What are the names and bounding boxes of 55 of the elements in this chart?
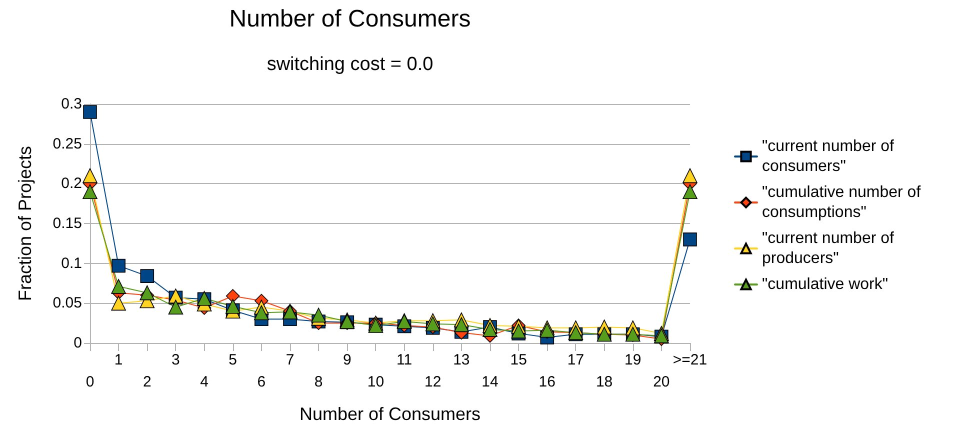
text: Number of Consumers <box>299 404 481 424</box>
legend-label: "cumulative number of consumptions" <box>762 184 926 221</box>
y-tick-label: 0.1 <box>61 254 82 272</box>
y-tick-label: 0.2 <box>61 175 82 192</box>
x-tick-label: 19 <box>624 352 642 368</box>
x-tick-label: 5 <box>228 352 238 368</box>
point <box>226 289 240 303</box>
x-tick-label: 4 <box>200 374 208 390</box>
legend-label: "current number of consumers" <box>762 138 898 175</box>
x-tick-label: 6 <box>257 374 266 390</box>
point <box>682 168 698 184</box>
point <box>682 184 698 200</box>
point <box>82 184 98 200</box>
point <box>482 322 498 337</box>
chart-subtitle: switching cost = 0.0 <box>266 54 434 75</box>
point <box>225 298 240 314</box>
y-tick-label: 0.15 <box>52 215 82 232</box>
x-tick-label: 16 <box>538 374 556 390</box>
x-tick-label: 7 <box>286 352 294 368</box>
point <box>112 258 126 273</box>
point <box>82 168 98 184</box>
legend-label: "current number of producers" <box>762 230 898 267</box>
x-tick-label: 9 <box>342 352 352 368</box>
point <box>111 279 126 294</box>
point <box>168 300 184 315</box>
x-tick-label: 10 <box>367 374 384 390</box>
point <box>140 269 154 283</box>
point <box>83 105 97 119</box>
x-tick-label: 12 <box>424 374 442 390</box>
point <box>111 296 126 311</box>
x-tick-label: 13 <box>453 352 470 368</box>
point <box>425 316 440 332</box>
y-axis-title: Fraction of Projects <box>15 146 35 302</box>
x-tick-label: 15 <box>510 352 527 368</box>
legend-label: "cumulative work" <box>762 276 888 293</box>
x-tick-label: 2 <box>142 374 152 390</box>
x-tick-label: 1 <box>114 352 123 368</box>
point <box>454 317 469 332</box>
point <box>511 324 526 338</box>
x-tick-label: 18 <box>596 374 613 390</box>
x-tick-label: 14 <box>482 374 498 390</box>
point <box>140 285 155 300</box>
point <box>683 232 697 246</box>
x-axis-title: Number of Consumers <box>229 6 471 32</box>
x-tick-label: 20 <box>653 374 670 390</box>
x-tick-label: 3 <box>172 352 180 368</box>
y-tick-label: 0.3 <box>61 96 82 112</box>
y-tick-label: 0.25 <box>52 135 82 152</box>
x-tick-label: 17 <box>567 352 584 368</box>
y-tick-label: 0.05 <box>52 294 82 312</box>
point <box>311 308 326 323</box>
point <box>254 305 269 320</box>
x-tick-label: 11 <box>396 352 412 368</box>
x-tick-label: 8 <box>314 374 323 390</box>
x-tick-label: >=21 <box>672 352 708 368</box>
